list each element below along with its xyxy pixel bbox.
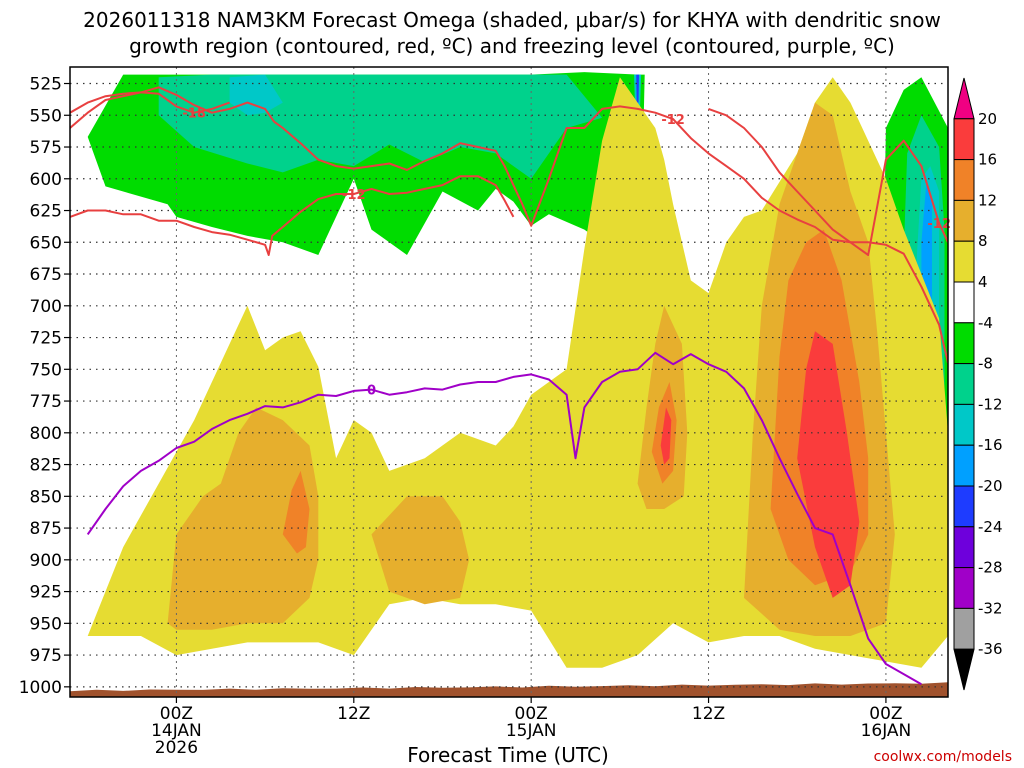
contour-line-4 bbox=[86, 351, 922, 686]
colorbar-bottom-arrow bbox=[953, 648, 975, 691]
contour-line-0 bbox=[70, 91, 230, 129]
x-tick-label-40-1: 16JAN bbox=[861, 721, 912, 741]
omega-region-12 bbox=[167, 407, 319, 630]
x-tick-label-0-2: 2026 bbox=[155, 738, 198, 758]
x-tick-label-0-0: 00Z bbox=[160, 704, 193, 724]
y-tick-label-800: 800 bbox=[30, 424, 62, 444]
y-tick-label-575: 575 bbox=[30, 138, 62, 158]
colorbar-label--20: -20 bbox=[978, 477, 1003, 495]
x-tick-label-20-1: 15JAN bbox=[506, 721, 557, 741]
y-tick-label-525: 525 bbox=[30, 75, 62, 95]
colorbar-box-0 bbox=[953, 118, 975, 161]
contour-label-minus12-b: -12 bbox=[342, 188, 366, 203]
colorbar-box-6 bbox=[953, 363, 975, 405]
colorbar-box-11 bbox=[953, 567, 975, 609]
credit-text: coolwx.com/models bbox=[874, 749, 1012, 765]
contour-label-minus12-a: -12 bbox=[661, 113, 685, 128]
colorbar-label--8: -8 bbox=[978, 355, 993, 373]
colorbar-box-10 bbox=[953, 526, 975, 569]
omega-region-13 bbox=[371, 496, 470, 605]
y-tick-label-950: 950 bbox=[30, 614, 62, 634]
contour-line-3 bbox=[708, 107, 948, 256]
plot-frame bbox=[69, 66, 949, 698]
y-axis-ticks: 525 550 575 600 625 650 675 700 725 750 775 800 825 8… bbox=[19, 75, 70, 698]
y-tick-label-875: 875 bbox=[30, 519, 62, 539]
colorbar-label--24: -24 bbox=[978, 518, 1003, 536]
contour-label-zero: 0 bbox=[367, 384, 376, 399]
colorbar-box-1 bbox=[953, 159, 975, 201]
colorbar-box-4 bbox=[953, 281, 975, 324]
colorbar-label-8: 8 bbox=[978, 232, 988, 250]
chart-title-line2: growth region (contoured, red, ºC) and f… bbox=[129, 34, 895, 58]
colorbar-label--32: -32 bbox=[978, 599, 1003, 617]
colorbar-label-16: 16 bbox=[978, 151, 997, 169]
contour-labels: -18 -12 -12 -12 0 bbox=[182, 107, 951, 399]
x-tick-label-0-1: 14JAN bbox=[151, 721, 202, 741]
omega-region-5 bbox=[636, 74, 639, 103]
x-tick-label-10-0: 12Z bbox=[337, 704, 370, 724]
colorbar-box-2 bbox=[953, 199, 975, 242]
colorbar-label--16: -16 bbox=[978, 436, 1003, 454]
y-tick-label-700: 700 bbox=[30, 297, 62, 317]
y-tick-label-1000: 1000 bbox=[19, 678, 62, 698]
y-tick-label-675: 675 bbox=[30, 265, 62, 285]
terrain-surface bbox=[70, 682, 948, 697]
colorbar-label-12: 12 bbox=[978, 191, 997, 209]
colorbar-label--36: -36 bbox=[978, 640, 1003, 658]
y-tick-label-925: 925 bbox=[30, 583, 62, 603]
y-tick-label-775: 775 bbox=[30, 392, 62, 412]
y-tick-label-725: 725 bbox=[30, 329, 62, 349]
colorbar-box-12 bbox=[953, 607, 975, 650]
colorbar-label--12: -12 bbox=[978, 395, 1003, 413]
omega-region-17 bbox=[282, 470, 310, 554]
y-tick-label-750: 750 bbox=[30, 360, 62, 380]
colorbar-label--28: -28 bbox=[978, 559, 1003, 577]
colorbar-box-3 bbox=[953, 240, 975, 283]
colorbar-label--4: -4 bbox=[978, 314, 993, 332]
omega-region-20 bbox=[660, 407, 672, 465]
colorbar-label-20: 20 bbox=[978, 110, 997, 128]
y-tick-label-550: 550 bbox=[30, 106, 62, 126]
plot-border bbox=[69, 66, 949, 698]
y-tick-label-600: 600 bbox=[30, 170, 62, 190]
colorbar-box-5 bbox=[953, 322, 975, 365]
y-tick-label-975: 975 bbox=[30, 646, 62, 666]
contour-line-1 bbox=[70, 86, 948, 364]
y-tick-label-850: 850 bbox=[30, 487, 62, 507]
colorbar: 20 16 12 8 4 -4 -8 -12 -16 -20 -24 -28 -32 -36 bbox=[953, 77, 1003, 691]
temperature-contours bbox=[70, 86, 948, 686]
y-tick-label-625: 625 bbox=[30, 202, 62, 222]
omega-region-19 bbox=[797, 331, 860, 598]
colorbar-box-9 bbox=[953, 485, 975, 528]
y-tick-label-650: 650 bbox=[30, 233, 62, 253]
contour-line-2 bbox=[70, 175, 515, 256]
y-tick-label-825: 825 bbox=[30, 456, 62, 476]
contour-label-minus18: -18 bbox=[182, 107, 206, 122]
colorbar-top-arrow bbox=[953, 77, 975, 120]
terrain-band bbox=[70, 682, 948, 697]
x-tick-label-20-0: 00Z bbox=[515, 704, 548, 724]
y-tick-label-900: 900 bbox=[30, 551, 62, 571]
chart-title-line1: 2026011318 NAM3KM Forecast Omega (shaded… bbox=[83, 8, 941, 32]
colorbar-label-4: 4 bbox=[978, 273, 988, 291]
colorbar-box-7 bbox=[953, 403, 975, 446]
contour-label-minus12-c: -12 bbox=[927, 217, 951, 232]
colorbar-box-8 bbox=[953, 444, 975, 487]
x-axis-label: Forecast Time (UTC) bbox=[407, 743, 609, 767]
x-tick-label-40-0: 00Z bbox=[869, 704, 902, 724]
x-tick-label-30-0: 12Z bbox=[692, 704, 725, 724]
